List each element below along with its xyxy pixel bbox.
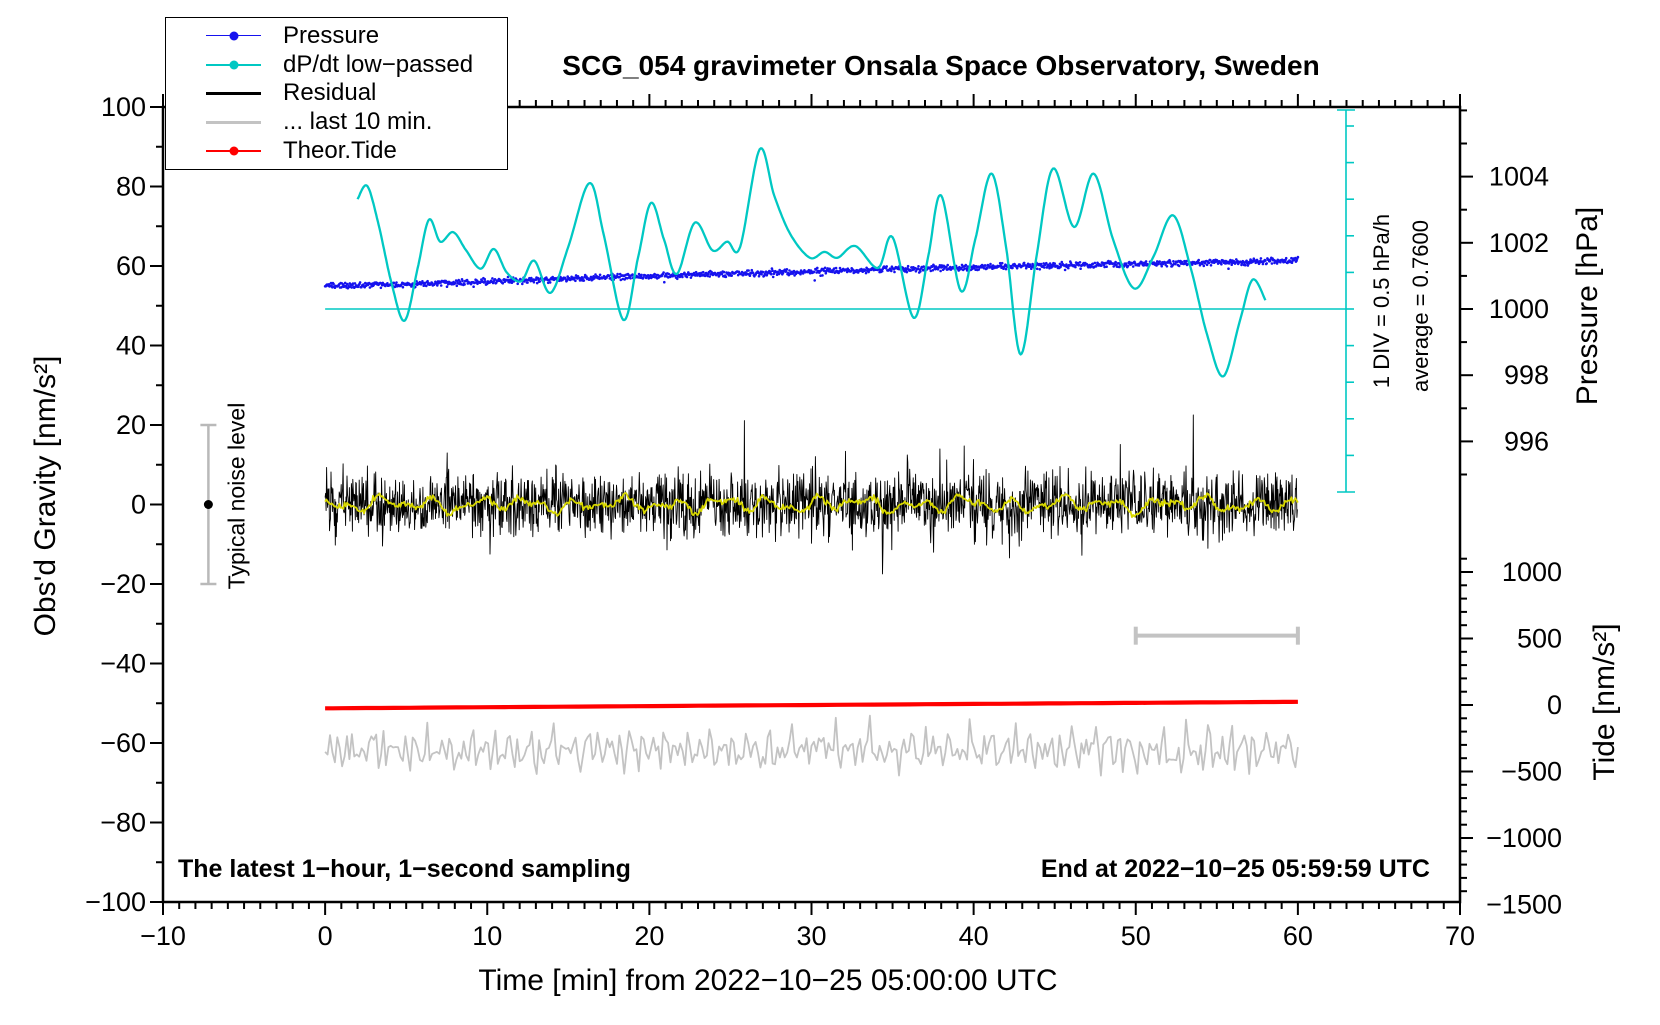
legend-item: dP/dt low−passed [206, 50, 507, 79]
tick-label: 998 [1504, 360, 1549, 390]
tick-label: −100 [85, 887, 146, 917]
sampling-note: The latest 1−hour, 1−second sampling [178, 855, 631, 883]
series-theor-tide [325, 699, 1298, 711]
tick-label: 1000 [1489, 294, 1549, 324]
legend-marker-dot [229, 60, 238, 70]
legend-label: ... last 10 min. [283, 108, 433, 136]
legend-item: Residual [206, 79, 507, 108]
legend-label: dP/dt low−passed [283, 50, 474, 78]
legend-item: Pressure [206, 22, 507, 51]
tick-label: −60 [100, 728, 146, 758]
tick-label: −20 [100, 569, 146, 599]
tick-label: 50 [1121, 921, 1151, 951]
noise-level-bar [200, 423, 217, 586]
tick-label: 40 [116, 331, 146, 361]
div-scale-label: 1 DIV = 0.5 hPa/h [1369, 213, 1394, 389]
tick-label: 0 [1547, 690, 1562, 720]
series-residual [324, 414, 1298, 575]
chart-title: SCG_054 gravimeter Onsala Space Observat… [562, 50, 1320, 81]
tick-label: 20 [634, 921, 664, 951]
legend-swatch [206, 91, 261, 95]
series-last10min [324, 714, 1299, 777]
tick-label: −1500 [1486, 890, 1562, 920]
series-dpdt [356, 147, 1267, 378]
tick-label: 80 [116, 172, 146, 202]
legend-label: Pressure [283, 21, 380, 49]
x-axis-label: Time [min] from 2022−10−25 05:00:00 UTC [478, 964, 1058, 997]
legend-swatch [206, 31, 261, 41]
legend: Pressure dP/dt low−passed Residual... last… [165, 17, 508, 170]
end-time-note: End at 2022−10−25 05:59:59 UTC [1040, 855, 1430, 883]
last10-bracket [1133, 626, 1300, 645]
tick-label: 0 [131, 490, 146, 520]
noise-level-label: Typical noise level [223, 402, 250, 590]
legend-label: Residual [283, 79, 377, 107]
tick-label: −80 [100, 808, 146, 838]
series-residual-lowpass [324, 492, 1299, 518]
gravity-axis-label: Obs'd Gravity [nm/s²] [29, 355, 62, 637]
tick-label: 70 [1445, 921, 1475, 951]
tick-label: 30 [796, 921, 826, 951]
legend-item: ... last 10 min. [206, 108, 507, 137]
pressure-axis-label: Pressure [hPa] [1571, 206, 1604, 406]
tick-label: −1000 [1486, 823, 1562, 853]
tick-label: −40 [100, 649, 146, 679]
tick-label: 100 [101, 92, 146, 122]
dpdt-reference-lines [325, 109, 1355, 493]
tick-label: 996 [1504, 426, 1549, 456]
legend-swatch [206, 120, 261, 124]
legend-swatch [206, 146, 261, 156]
legend-swatch [206, 60, 261, 70]
tick-label: 20 [116, 410, 146, 440]
tick-label: 10 [472, 921, 502, 951]
tick-label: 500 [1517, 624, 1562, 654]
tick-label: 1000 [1502, 557, 1562, 587]
legend-label: Theor.Tide [283, 137, 397, 165]
tick-label: 60 [1283, 921, 1313, 951]
tick-label: 40 [959, 921, 989, 951]
series-pressure [323, 255, 1300, 290]
tick-label: 60 [116, 251, 146, 281]
tick-label: −500 [1501, 757, 1562, 787]
legend-item: Theor.Tide [206, 137, 507, 166]
axes: −10 0 10 20 30 40 50 60 70−100−80−60−40−20020406… [85, 92, 1562, 951]
legend-marker-dot [229, 31, 238, 41]
tick-label: 1002 [1489, 228, 1549, 258]
tide-axis-label: Tide [nm/s²] [1588, 623, 1621, 781]
tick-label: 1004 [1489, 162, 1549, 192]
average-dpdt-label: average = 0.7600 [1408, 220, 1433, 392]
tick-label: −10 [140, 921, 186, 951]
legend-marker-dot [229, 146, 238, 156]
tick-label: 0 [318, 921, 333, 951]
